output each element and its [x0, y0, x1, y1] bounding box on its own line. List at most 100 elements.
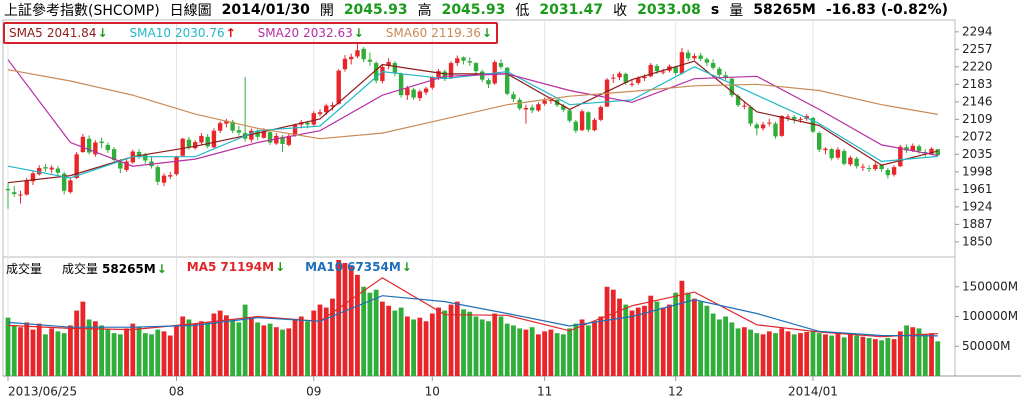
volume-bar: [211, 313, 217, 376]
volume-bar: [829, 335, 835, 376]
volume-bar: [866, 337, 872, 376]
candle-body: [180, 138, 185, 156]
volume-bar: [298, 316, 304, 376]
volume-bar: [560, 334, 566, 376]
candle-body: [37, 168, 42, 175]
legend-value: 2119.36: [431, 26, 481, 40]
volume-bar: [872, 339, 878, 376]
volume-bar: [280, 329, 285, 376]
legend-value: 2030.76: [174, 26, 225, 40]
volume-bar: [124, 328, 129, 376]
volume-bar: [230, 319, 236, 376]
candle-body: [380, 66, 385, 82]
legend-value: 2041.84: [46, 26, 97, 40]
volume-bar: [592, 321, 597, 376]
volume-bar: [766, 331, 772, 376]
volume-bar: [149, 334, 154, 376]
legend-value: 71194M: [220, 260, 275, 274]
volume-bar: [642, 305, 647, 376]
volume-bar: [448, 304, 454, 376]
candle-body: [111, 149, 117, 161]
y-tick-label: 1961: [962, 182, 993, 196]
volume-bar: [361, 286, 367, 376]
legend-trend: ↑: [225, 26, 236, 40]
volume-bar: [667, 304, 672, 376]
volume-bar: [273, 327, 279, 376]
candle-body: [773, 123, 778, 137]
volume-bar: [292, 319, 298, 376]
candle-body: [473, 63, 479, 72]
candle-body: [5, 188, 11, 191]
volume-bar: [729, 322, 735, 376]
candle-body: [373, 63, 379, 81]
candle-body: [629, 83, 635, 85]
price-panel: [2, 19, 956, 258]
candle-body: [392, 63, 398, 73]
candle-body: [61, 173, 67, 191]
candle-body: [511, 94, 516, 99]
legend-item: MA10 67354M↓: [305, 260, 412, 277]
volume-bar: [891, 339, 897, 376]
candle-body: [904, 147, 909, 151]
volume-bar: [860, 336, 866, 376]
volume-bar: [404, 316, 410, 376]
ma-line: [7, 59, 938, 167]
legend-trend: ↓: [481, 26, 492, 40]
volume-bar: [536, 334, 541, 376]
x-tick-label: 08: [169, 385, 184, 399]
candle-body: [417, 91, 423, 99]
candle-body: [461, 57, 466, 61]
header-item: 上証參考指數(SHCOMP): [4, 3, 160, 19]
volume-bar: [511, 325, 516, 376]
candle-body: [136, 151, 142, 156]
candle-body: [661, 71, 666, 73]
candle-body: [398, 73, 404, 96]
volume-bar: [754, 333, 760, 376]
volume-bar: [779, 328, 785, 376]
candle-body: [860, 166, 866, 168]
volume-bar: [841, 337, 847, 376]
candle-body: [710, 63, 716, 68]
y-tick-label: 1887: [962, 217, 993, 231]
candle-body: [74, 154, 79, 178]
y-tick-label: 2109: [962, 112, 993, 126]
candle-body: [642, 76, 647, 79]
candle-body: [579, 111, 585, 131]
candle-body: [274, 135, 279, 144]
volume-bar: [704, 305, 710, 376]
candle-body: [623, 73, 628, 83]
legend-value: 58265M: [102, 262, 156, 276]
legend-name: MA5: [186, 260, 217, 274]
volume-bar: [785, 331, 791, 376]
candle-body: [161, 175, 167, 183]
volume-bar: [598, 316, 604, 376]
candle-body: [49, 167, 54, 170]
volume-bar: [523, 329, 529, 376]
legend-trend: ↓: [401, 260, 412, 274]
volume-bar: [55, 331, 61, 376]
candle-body: [542, 100, 547, 104]
header-item: 58265M: [753, 2, 816, 18]
volume-bar: [567, 328, 572, 376]
volume-bar: [305, 321, 310, 376]
header-item: 2033.08: [637, 2, 701, 18]
volume-bar: [554, 333, 560, 376]
candle-body: [224, 120, 229, 124]
legend-item: MA5 71194M↓: [187, 260, 285, 277]
candle-body: [80, 136, 86, 152]
volume-bar: [542, 331, 548, 376]
candle-body: [211, 130, 217, 148]
candle-body: [124, 161, 129, 170]
candle-body: [648, 64, 653, 77]
volume-bar: [86, 319, 92, 376]
ma-line: [7, 69, 938, 140]
candle-body: [361, 48, 366, 60]
legend-item: 成交量 58265M↓: [62, 260, 167, 277]
candle-body: [517, 99, 522, 109]
volume-bar: [317, 304, 323, 376]
y-tick-label: 2257: [962, 42, 993, 56]
candle-body: [548, 99, 554, 101]
candle-body: [505, 67, 510, 94]
candle-body: [717, 68, 722, 75]
